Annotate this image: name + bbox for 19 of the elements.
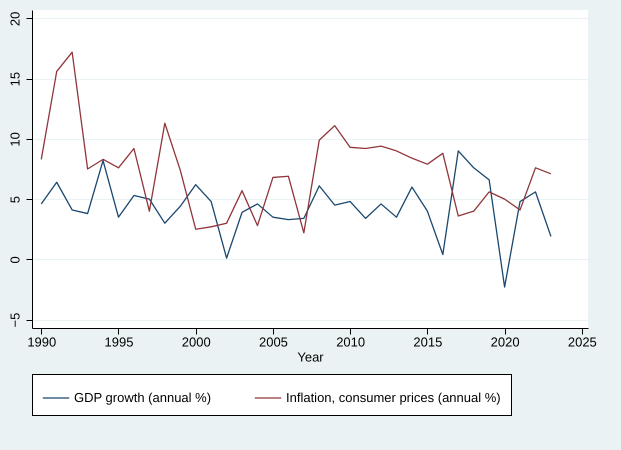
x-tick-label: 2025 [568,334,597,350]
x-tick-label: 1995 [104,334,134,350]
legend-label: GDP growth (annual %) [74,390,212,405]
x-tick-label: 2015 [413,334,442,350]
x-tick-label: 2020 [490,334,520,350]
x-tick-label: 2000 [182,334,211,350]
x-axis-title: Year [297,350,324,364]
y-tick-label: 20 [8,12,22,26]
y-tick-label: 10 [8,132,22,147]
legend-label: Inflation, consumer prices (annual %) [286,390,501,405]
y-tick-label: 15 [8,72,22,86]
x-tick-label: 2010 [336,334,366,350]
y-tick-label: 5 [8,196,22,204]
x-tick-label: 1990 [27,334,56,350]
line-series [40,150,552,288]
y-tick-label: −5 [8,312,22,328]
x-tick-label: 2005 [258,334,288,350]
y-tick-label: 0 [8,256,22,264]
line-series [40,52,552,234]
